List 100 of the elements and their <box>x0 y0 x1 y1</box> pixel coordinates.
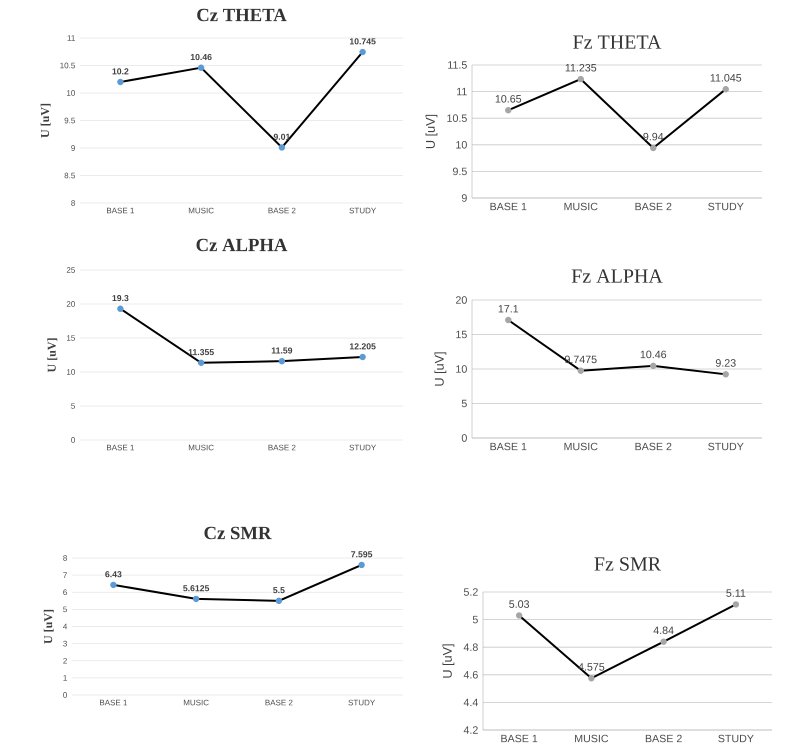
y-tick-label: 0 <box>63 692 67 698</box>
x-tick-label: BASE 2 <box>635 202 672 210</box>
x-tick-label: MUSIC <box>184 700 209 706</box>
chart-title: Cz SMR <box>204 526 272 540</box>
point <box>198 64 204 71</box>
y-axis-title: U [uV] <box>47 338 58 372</box>
point <box>358 562 365 568</box>
y-tick-label: 9 <box>462 194 467 202</box>
x-tick-label: BASE 1 <box>100 700 127 706</box>
point <box>650 362 656 370</box>
point <box>578 368 584 374</box>
point <box>722 371 729 378</box>
x-tick-label: BASE 2 <box>268 208 296 214</box>
x-tick-label: STUDY <box>708 202 744 210</box>
point <box>276 598 282 604</box>
x-tick-label: BASE 2 <box>635 442 672 450</box>
x-tick-label: BASE 2 <box>646 734 682 742</box>
x-tick-label: MUSIC <box>188 208 214 214</box>
data-label: 5.11 <box>726 589 746 597</box>
y-axis-title: U [uV] <box>426 114 438 148</box>
y-tick-label: 10 <box>456 365 467 373</box>
y-tick-label: 5 <box>462 400 467 408</box>
data-label: 10.745 <box>350 38 376 44</box>
x-tick-label: MUSIC <box>564 442 598 450</box>
x-tick-label: STUDY <box>708 442 744 450</box>
data-label: 10.46 <box>640 350 666 358</box>
chart-title: Fz THETA <box>573 35 662 49</box>
y-tick-label: 9 <box>71 145 75 151</box>
data-label: 11.59 <box>272 347 292 354</box>
point <box>192 596 200 602</box>
x-tick-label: BASE 1 <box>490 202 526 210</box>
y-axis-title: U [uV] <box>40 104 51 138</box>
y-tick-label: 4 <box>63 624 68 630</box>
y-tick-label: 9.5 <box>452 168 467 176</box>
point <box>117 78 124 86</box>
y-tick-label: 10.5 <box>60 62 75 68</box>
data-label: 19.3 <box>112 295 128 302</box>
x-tick-label: BASE 1 <box>107 208 134 214</box>
y-tick-label: 10.5 <box>447 114 467 122</box>
y-tick-label: 9.5 <box>64 118 75 124</box>
x-tick-label: MUSIC <box>188 444 214 450</box>
x-tick-label: BASE 1 <box>490 442 526 450</box>
point <box>198 360 204 366</box>
x-tick-label: STUDY <box>348 700 376 706</box>
data-label: 11.355 <box>188 349 214 356</box>
y-axis-title: U [uV] <box>434 352 446 386</box>
y-tick-label: 0 <box>71 437 75 443</box>
data-label: 5.6125 <box>183 585 210 592</box>
x-tick-label: BASE 2 <box>266 700 292 706</box>
x-tick-label: STUDY <box>718 734 754 742</box>
chart-title: Fz ALPHA <box>572 269 663 283</box>
y-axis-title: U [uV] <box>44 610 54 644</box>
y-tick-label: 2 <box>63 658 67 664</box>
data-label: 7.595 <box>351 551 372 558</box>
y-tick-label: 1 <box>63 675 67 681</box>
x-tick-label: MUSIC <box>564 202 598 210</box>
y-tick-label: 20 <box>456 296 467 304</box>
point <box>588 675 595 682</box>
y-tick-label: 10 <box>67 369 75 375</box>
point <box>578 76 584 82</box>
y-tick-label: 7 <box>63 572 67 578</box>
point <box>505 107 512 114</box>
y-tick-label: 11 <box>457 88 467 96</box>
point <box>117 306 124 312</box>
point <box>722 86 729 92</box>
data-label: 11.235 <box>566 64 596 72</box>
data-label: 6.43 <box>105 571 122 578</box>
data-label: 4.84 <box>654 626 674 634</box>
data-label: 9.01 <box>274 134 290 140</box>
y-tick-label: 8 <box>63 555 67 561</box>
y-tick-label: 5 <box>472 616 478 624</box>
point <box>505 316 512 324</box>
y-tick-label: 10 <box>67 90 75 96</box>
data-label: 10.46 <box>190 54 212 60</box>
data-label: 9.94 <box>643 132 664 140</box>
chart-title: Cz THETA <box>197 8 287 22</box>
y-tick-label: 25 <box>66 267 75 273</box>
y-tick-label: 3 <box>63 640 67 646</box>
point <box>660 638 667 645</box>
x-tick-label: BASE 1 <box>107 444 134 450</box>
point <box>359 354 366 360</box>
point <box>516 612 522 619</box>
y-tick-label: 11 <box>68 35 75 41</box>
y-axis-title: U [uV] <box>442 644 454 678</box>
x-tick-label: BASE 2 <box>268 444 296 450</box>
y-tick-label: 4.8 <box>464 643 478 651</box>
point <box>278 358 286 364</box>
y-tick-label: 0 <box>462 434 467 442</box>
y-tick-label: 15 <box>67 335 75 341</box>
point <box>732 601 740 608</box>
y-tick-label: 10 <box>456 141 467 149</box>
x-tick-label: STUDY <box>349 208 376 214</box>
point <box>359 48 366 56</box>
y-tick-label: 5.2 <box>464 588 478 596</box>
point <box>278 144 286 151</box>
y-tick-label: 8 <box>71 200 75 206</box>
data-label: 12.205 <box>350 343 376 350</box>
chart-title: Fz SMR <box>594 557 662 571</box>
data-label: 4.575 <box>578 663 604 671</box>
chart-title: Cz ALPHA <box>196 238 288 252</box>
